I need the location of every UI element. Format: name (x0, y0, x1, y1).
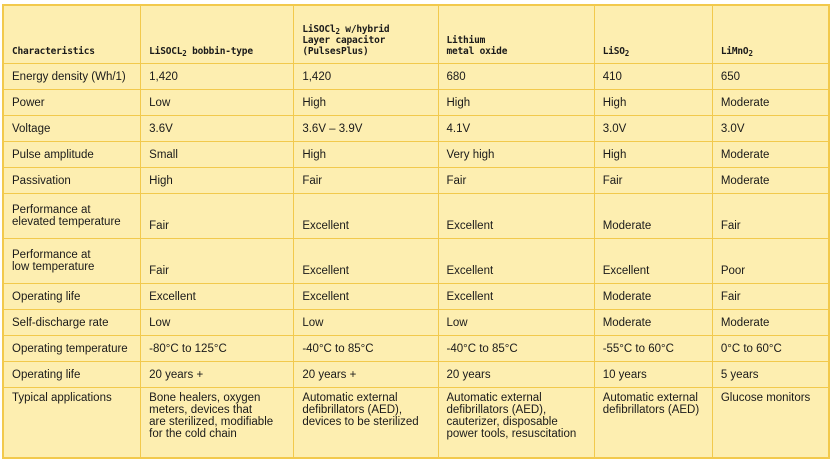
row-label: Passivation (2, 167, 142, 194)
row-label: Typical applications (2, 387, 142, 458)
table-cell: High (140, 167, 295, 194)
table-row: Performance at low temperature Fair Excel… (2, 238, 830, 284)
battery-comparison-table: Characteristics LiSOCL2 bobbin-type LiSO… (2, 5, 830, 458)
table-cell: Low (293, 309, 439, 336)
table-cell: High (293, 89, 439, 116)
table-cell: Excellent (593, 238, 713, 284)
table-cell: -40°C to 85°C (437, 335, 595, 362)
table-cell: Very high (437, 141, 595, 168)
row-label: Power (2, 89, 142, 116)
table-cell: Moderate (711, 141, 830, 168)
table-cell: Fair (140, 193, 295, 239)
table-cell: 3.0V (593, 115, 713, 142)
table-row: Power Low High High High Moderate (2, 89, 830, 116)
table-cell: -55°C to 60°C (593, 335, 713, 362)
table-cell: High (293, 141, 439, 168)
table-cell: Fair (293, 167, 439, 194)
table-cell: Small (140, 141, 295, 168)
row-label: Performance at low temperature (2, 238, 142, 284)
table-cell: High (593, 141, 713, 168)
table-cell: 410 (593, 63, 713, 90)
table-cell: Poor (711, 238, 830, 284)
table-cell: 5 years (711, 361, 830, 388)
table-cell: 4.1V (437, 115, 595, 142)
table-cell: Excellent (437, 283, 595, 310)
header-row: Characteristics LiSOCL2 bobbin-type LiSO… (2, 5, 830, 64)
header-lithium-metal-oxide: Lithium metal oxide (437, 5, 595, 64)
table-row: Typical applications Bone healers, oxyge… (2, 387, 830, 458)
table-cell: Excellent (140, 283, 295, 310)
row-label: Energy density (Wh/1) (2, 63, 142, 90)
table-cell: 3.6V – 3.9V (293, 115, 439, 142)
row-label: Operating life (2, 283, 142, 310)
table-cell: Automatic external defibrillators (AED), c… (437, 387, 595, 458)
table-cell: Moderate (593, 193, 713, 239)
table-cell: Excellent (293, 283, 439, 310)
table-row: Self-discharge rate Low Low Low Moderate… (2, 309, 830, 336)
table-row: Performance at elevated temperature Fair … (2, 193, 830, 239)
table-row: Pulse amplitude Small High Very high Hig… (2, 141, 830, 168)
table-cell: Fair (711, 193, 830, 239)
row-label: Performance at elevated temperature (2, 193, 142, 239)
table-cell: Moderate (593, 309, 713, 336)
header-limno2: LiMnO2 (711, 5, 830, 64)
table-cell: Low (140, 89, 295, 116)
table-cell: 3.0V (711, 115, 830, 142)
table-cell: 10 years (593, 361, 713, 388)
header-characteristics: Characteristics (2, 5, 142, 64)
table-cell: 650 (711, 63, 830, 90)
header-liso2: LiSO2 (593, 5, 713, 64)
table-cell: 1,420 (140, 63, 295, 90)
table-cell: Excellent (293, 238, 439, 284)
table-cell: 20 years + (140, 361, 295, 388)
table-row: Operating life Excellent Excellent Excel… (2, 283, 830, 310)
table-cell: 3.6V (140, 115, 295, 142)
table-row: Passivation High Fair Fair Fair Moderate (2, 167, 830, 194)
table-cell: Low (437, 309, 595, 336)
comparison-table-container: Characteristics LiSOCL2 bobbin-type LiSO… (2, 4, 830, 459)
table-cell: 0°C to 60°C (711, 335, 830, 362)
table-cell: Excellent (293, 193, 439, 239)
table-cell: -80°C to 125°C (140, 335, 295, 362)
header-lisocl2-bobbin: LiSOCL2 bobbin-type (140, 5, 295, 64)
table-cell: High (437, 89, 595, 116)
table-row: Operating temperature -80°C to 125°C -40… (2, 335, 830, 362)
table-cell: Moderate (593, 283, 713, 310)
table-cell: Fair (140, 238, 295, 284)
table-cell: Moderate (711, 89, 830, 116)
row-label: Voltage (2, 115, 142, 142)
table-cell: Automatic external defibrillators (AED) (593, 387, 713, 458)
table-cell: Moderate (711, 167, 830, 194)
table-cell: Automatic external defibrillators (AED), d… (293, 387, 439, 458)
table-cell: Fair (593, 167, 713, 194)
table-cell: -40°C to 85°C (293, 335, 439, 362)
table-cell: Fair (437, 167, 595, 194)
table-cell: Bone healers, oxygen meters, devices that… (140, 387, 295, 458)
table-cell: High (593, 89, 713, 116)
row-label: Operating life (2, 361, 142, 388)
header-lisocl2-hybrid: LiSOCl2 w/hybrid Layer capacitor (PulsesPl… (293, 5, 439, 64)
table-cell: 20 years (437, 361, 595, 388)
table-cell: 1,420 (293, 63, 439, 90)
table-cell: Excellent (437, 193, 595, 239)
table-cell: 680 (437, 63, 595, 90)
row-label: Self-discharge rate (2, 309, 142, 336)
table-cell: 20 years + (293, 361, 439, 388)
table-cell: Moderate (711, 309, 830, 336)
row-label: Operating temperature (2, 335, 142, 362)
table-row: Operating life 20 years + 20 years + 20 … (2, 361, 830, 388)
table-cell: Glucose monitors (711, 387, 830, 458)
table-row: Voltage 3.6V 3.6V – 3.9V 4.1V 3.0V 3.0V (2, 115, 830, 142)
table-cell: Excellent (437, 238, 595, 284)
table-cell: Low (140, 309, 295, 336)
row-label: Pulse amplitude (2, 141, 142, 168)
table-row: Energy density (Wh/1) 1,420 1,420 680 41… (2, 63, 830, 90)
table-cell: Fair (711, 283, 830, 310)
